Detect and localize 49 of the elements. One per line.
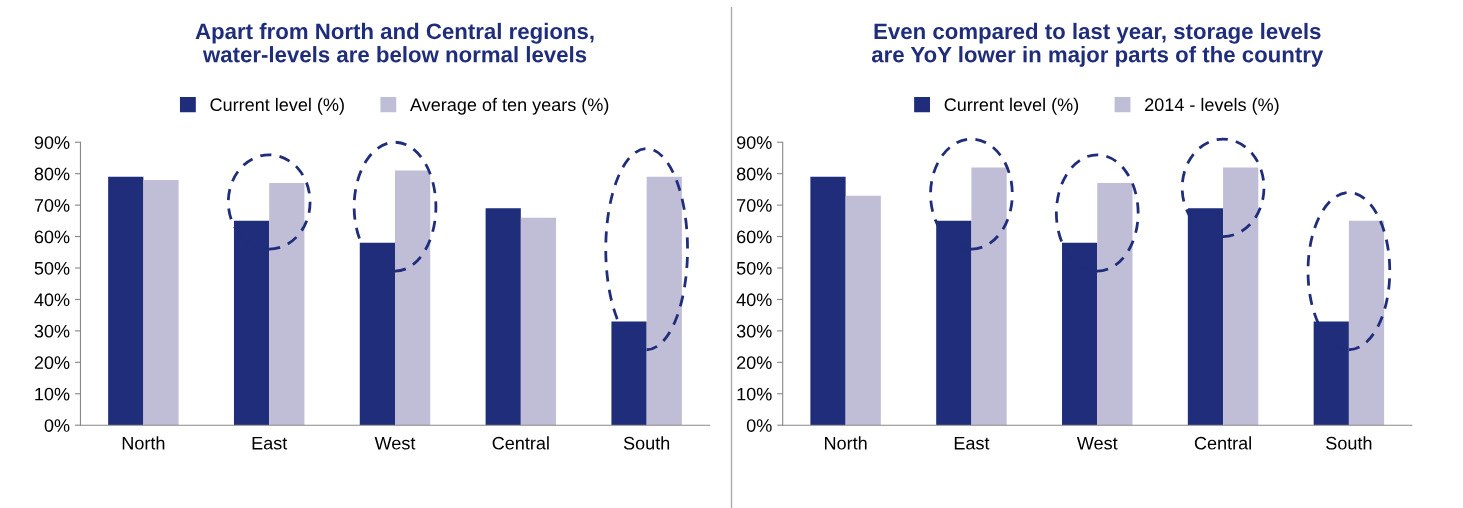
bar [485, 208, 521, 426]
bar [395, 170, 431, 426]
x-tick-label: Central [492, 436, 549, 450]
x-tick-label: North [825, 436, 867, 450]
y-tick-label: 90% [34, 136, 70, 149]
y-tick-label: 10% [35, 387, 70, 401]
chart-title: Even compared to last year, storage levels are YoY lower in major parts of the country [871, 22, 1324, 67]
y-tick-label: 0% [44, 419, 70, 432]
x-tick-label: South [1326, 436, 1372, 450]
bar [269, 183, 305, 426]
bar [845, 195, 881, 426]
y-tick-label: 60% [737, 230, 772, 244]
y-tick-label: 10% [737, 387, 772, 401]
y-tick-label: 30% [34, 324, 70, 338]
x-tick-label: South [623, 436, 670, 450]
legend-label: Current level (%) [210, 97, 344, 115]
legend-label: Average of ten years (%) [410, 97, 609, 115]
bar [1348, 220, 1385, 426]
y-tick-label: 20% [737, 356, 772, 370]
x-tick-label: East [954, 436, 990, 450]
bar [143, 179, 179, 426]
y-tick-label: 90% [737, 136, 772, 149]
x-tick-label: West [1076, 436, 1118, 450]
x-tick-label: East [252, 436, 288, 450]
y-tick-label: 70% [34, 199, 70, 212]
legend-label: 2014 - levels (%) [1145, 97, 1279, 115]
y-tick-label: 0% [746, 419, 772, 432]
bar [1223, 167, 1259, 426]
y-tick-label: 40% [736, 293, 772, 307]
y-tick-label: 30% [736, 324, 772, 338]
y-tick-label: 40% [34, 293, 70, 307]
y-tick-label: 80% [736, 167, 772, 181]
x-tick-label: North [122, 436, 165, 450]
y-tick-label: 80% [34, 167, 70, 181]
x-tick-label: Central [1194, 436, 1251, 450]
chart-title: Apart from North and Central regions, water-levels are below normal levels [195, 22, 594, 63]
y-tick-label: 60% [34, 230, 70, 244]
y-tick-label: 50% [34, 261, 70, 275]
y-tick-label: 50% [736, 261, 772, 275]
legend-label: Current level (%) [944, 97, 1079, 115]
x-tick-label: West [374, 436, 416, 450]
bar [108, 176, 144, 426]
bar [1097, 183, 1133, 426]
bar [520, 217, 557, 426]
y-tick-label: 20% [34, 356, 70, 370]
y-tick-label: 70% [737, 199, 772, 212]
bar [971, 167, 1007, 426]
bar [646, 176, 682, 426]
bar [810, 176, 846, 426]
